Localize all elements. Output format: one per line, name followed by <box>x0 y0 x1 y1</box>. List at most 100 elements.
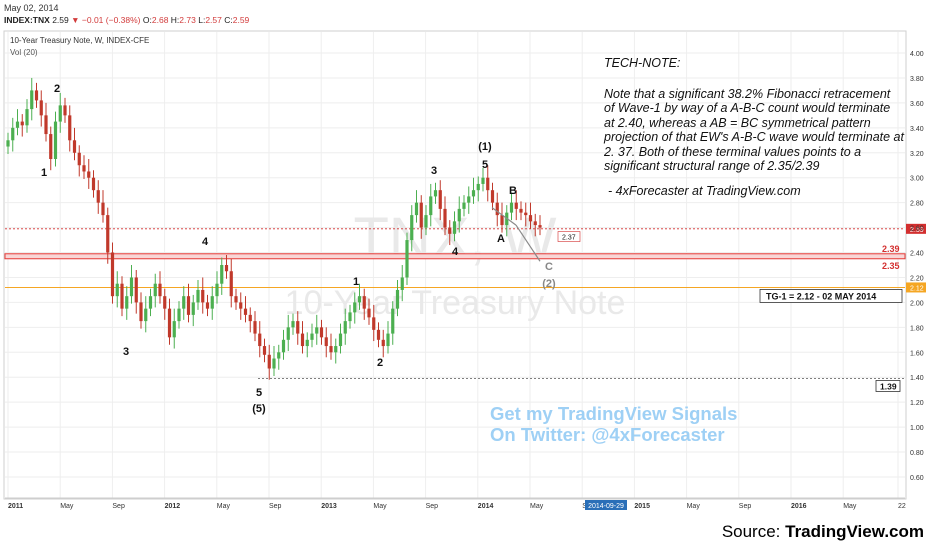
candle-body <box>44 115 48 135</box>
wave-label: 3 <box>431 165 437 177</box>
candle-body <box>286 327 290 340</box>
candle-body <box>201 289 205 303</box>
x-tick-label: 2016 <box>791 503 807 510</box>
wave-annotations: 1 2 3 4 5 (5) 1 2 3 4 5 (1) A B C (2) <box>41 83 556 415</box>
x-tick-label: 2014 <box>478 503 494 510</box>
candle-body <box>429 196 433 216</box>
chart-date: May 02, 2014 <box>4 3 59 13</box>
y-tick-label: 1.80 <box>910 325 924 332</box>
y-axis: 4.00 3.80 3.60 3.40 3.20 3.00 2.80 2.60 2.40 2.20… <box>910 51 924 482</box>
y-tick-label: 1.40 <box>910 375 924 382</box>
candle-body <box>372 317 376 330</box>
candle-body <box>20 121 24 126</box>
open-value: 2.68 <box>151 15 169 25</box>
wave-label: (1) <box>478 141 492 153</box>
x-tick-label: 2012 <box>165 503 181 510</box>
wave-label: 2 <box>377 357 383 369</box>
candle-body <box>134 277 138 303</box>
candle-body <box>177 308 181 322</box>
tech-note: TECH-NOTE: Note that a significant 38.2%… <box>604 56 904 198</box>
y-tick-label: 1.00 <box>910 425 924 432</box>
candle-body <box>153 283 157 297</box>
candle-body <box>215 283 219 297</box>
candle-body <box>419 202 423 228</box>
candle-body <box>514 202 518 209</box>
candle-body <box>139 302 143 322</box>
price-change: −0.01 (−0.38%) <box>81 15 141 25</box>
close-value: 2.59 <box>232 15 250 25</box>
source-name: TradingView.com <box>785 522 924 541</box>
candle-body <box>239 302 243 309</box>
promo-line-1: Get my TradingView Signals <box>490 403 738 424</box>
candles: 2.37 <box>6 77 581 380</box>
candle-body <box>300 333 305 347</box>
candle-body <box>82 165 86 172</box>
candle-body <box>324 337 328 347</box>
y-tick-label: 0.60 <box>910 475 924 482</box>
candle-body <box>462 202 466 209</box>
tech-note-heading: TECH-NOTE: <box>604 56 681 70</box>
wave-label: C <box>545 261 553 273</box>
candle-body <box>34 90 39 101</box>
candle-body <box>490 190 495 203</box>
candle-body <box>191 302 195 315</box>
candle-body <box>457 208 461 222</box>
x-tick-label: Sep <box>269 503 282 510</box>
x-tick-label: May <box>530 503 544 510</box>
last-price-tag <box>906 223 926 234</box>
candle-body <box>267 354 271 369</box>
y-tick-label: 1.60 <box>910 350 924 357</box>
candle-body <box>443 208 447 228</box>
candle-body <box>338 333 343 347</box>
x-tick-label: May <box>843 503 857 510</box>
candle-body <box>481 177 485 184</box>
candle-body <box>452 221 457 234</box>
x-tick-label: 2011 <box>8 503 23 510</box>
candle-body <box>410 215 414 241</box>
candle-body <box>509 202 514 213</box>
projection-box <box>557 231 581 242</box>
candle-body <box>281 339 286 353</box>
candle-body <box>248 314 252 322</box>
x-tick-label: 22 <box>898 503 906 510</box>
wave-label: 3 <box>123 346 129 358</box>
candle-body <box>319 327 324 338</box>
y-tick-label: 2.80 <box>910 201 924 208</box>
projection-line <box>491 207 517 226</box>
source-credit: Source: TradingView.com <box>722 522 924 542</box>
candle-body <box>30 90 34 110</box>
watermark: TNX, W 10-Year Treasury Note <box>285 206 626 322</box>
tg1-label: TG-1 = 2.12 - 02 MAY 2014 <box>766 291 876 301</box>
wave-label: 1 <box>41 167 47 179</box>
tg1-price-tag <box>906 282 926 293</box>
close-label: C: <box>224 15 233 25</box>
watermark-symbol: TNX, W <box>354 206 557 271</box>
candle-body <box>305 339 309 347</box>
candle-body <box>129 277 134 297</box>
candle-body <box>243 308 248 315</box>
candle-body <box>277 352 281 359</box>
promo-text[interactable]: Get my TradingView Signals On Twitter: @… <box>490 403 737 445</box>
x-tick-label: Sep <box>739 503 752 510</box>
candle-body <box>234 296 238 303</box>
promo-line-2: On Twitter: @4xForecaster <box>490 424 725 445</box>
candle-body <box>158 283 162 297</box>
candle-body <box>186 296 191 315</box>
y-tick-label: 2.40 <box>910 251 924 258</box>
candle-body <box>106 215 110 253</box>
low-value: 2.57 <box>205 15 222 25</box>
candle-body <box>348 312 352 322</box>
y-tick-label: 2.60 <box>910 226 924 233</box>
candle-body <box>110 252 115 297</box>
x-tick-label: 2015 <box>634 503 650 510</box>
y-tick-label: 4.00 <box>910 51 924 58</box>
candle-body <box>343 321 347 334</box>
y-tick-label: 3.60 <box>910 101 924 108</box>
candle-body <box>115 283 119 297</box>
candle-body <box>229 271 233 297</box>
candle-body <box>296 321 300 334</box>
tech-note-body: Note that a significant 38.2% Fibonacci … <box>604 86 904 174</box>
wave-label: (5) <box>252 403 266 415</box>
low-label: 1.39 <box>880 381 897 391</box>
